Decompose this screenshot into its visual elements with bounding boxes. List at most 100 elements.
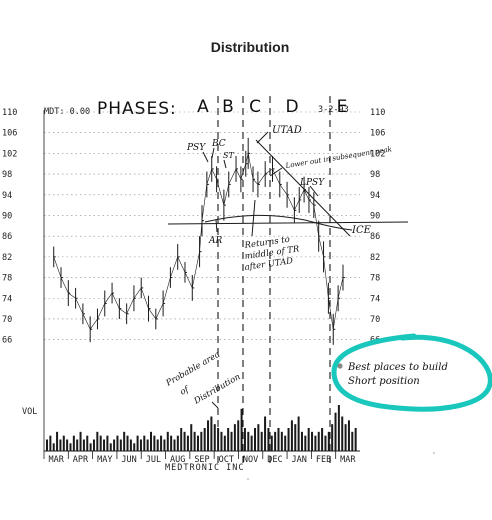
volume-bar <box>176 435 179 451</box>
price-connector <box>75 298 84 314</box>
price-connector <box>240 163 247 180</box>
price-connector <box>228 168 237 185</box>
price-connector <box>140 287 149 309</box>
volume-bar <box>207 420 210 451</box>
y-tick-label: 78 <box>370 274 380 284</box>
price-connector <box>111 292 120 309</box>
y-tick-label: 110 <box>370 108 385 118</box>
volume-bar <box>46 439 49 451</box>
bc-arrow <box>211 147 215 159</box>
scan-marks <box>247 452 435 480</box>
volume-bar <box>143 435 146 451</box>
probable-arrow <box>211 401 219 409</box>
price-connector <box>323 256 329 299</box>
probable-line: Probable area <box>164 350 222 389</box>
phase-label: E <box>337 97 348 117</box>
price-connector <box>223 184 230 206</box>
volume-bar <box>119 439 122 451</box>
returns-arrow <box>251 199 256 237</box>
price-connector <box>279 184 288 195</box>
volume-bar <box>264 416 267 451</box>
x-tick-label: DEC <box>267 455 282 465</box>
x-tick-label: APR <box>73 455 89 465</box>
volume-bar <box>351 431 354 451</box>
probable-line: of <box>179 384 193 398</box>
volume-bar <box>311 431 314 451</box>
price-connector <box>252 179 259 185</box>
y-tick-label: 94 <box>2 191 12 201</box>
volume-bar <box>166 431 169 451</box>
volume-bar <box>196 435 199 451</box>
x-tick-label: JUN <box>121 455 136 465</box>
price-connector <box>68 292 76 299</box>
x-tick-label: NOV <box>243 455 258 465</box>
volume-bar <box>267 428 270 451</box>
volume-bar <box>284 435 287 451</box>
price-connector <box>82 313 91 330</box>
price-connector <box>201 184 208 221</box>
volume-bar <box>160 435 163 451</box>
y-tick-label: 94 <box>370 191 380 201</box>
volume-bar <box>156 439 159 451</box>
y-tick-label: 70 <box>370 315 380 325</box>
price-connector <box>272 168 281 185</box>
volume-bar <box>79 431 82 451</box>
y-tick-label: 86 <box>2 232 12 242</box>
ar-arrow <box>215 219 218 233</box>
price-connector <box>298 189 305 201</box>
volume-bar <box>146 439 149 451</box>
x-tick-label: JAN <box>292 455 307 465</box>
volume-bar <box>243 428 246 451</box>
volume-bar <box>133 443 136 451</box>
volume-bar <box>106 435 109 451</box>
volume-bar <box>233 424 236 451</box>
y-tick-label: 98 <box>2 170 12 180</box>
price-connector <box>318 236 324 257</box>
lower-peak-arrow <box>269 167 283 177</box>
x-tick-label: FEB <box>316 455 331 465</box>
psy-label: PSY <box>186 143 206 153</box>
volume-bar <box>230 431 233 451</box>
lpsy-label: LPSY <box>299 178 325 188</box>
volume-bar <box>129 439 132 451</box>
volume-bar <box>52 443 55 451</box>
ice-line <box>167 221 409 225</box>
price-connector <box>286 194 295 211</box>
volume-bar <box>287 428 290 451</box>
volume-label: VOL <box>22 407 37 417</box>
psy-arrow <box>202 151 209 163</box>
volume-bar <box>327 431 330 451</box>
volume-bar <box>139 439 142 451</box>
volume-bar <box>254 428 257 451</box>
date-label: 3-2-93 <box>318 105 349 115</box>
y-tick-label: 102 <box>2 149 17 159</box>
volume-bar <box>290 420 293 451</box>
volume-bar <box>103 439 106 451</box>
volume-bar <box>99 435 102 451</box>
st-arrow <box>223 159 227 169</box>
price-connector <box>337 277 344 299</box>
y-tick-label: 90 <box>2 211 12 221</box>
range-midline <box>204 214 353 231</box>
price-connector <box>308 199 315 206</box>
volume-bar <box>136 435 139 451</box>
volume-bar <box>173 439 176 451</box>
scan-mark <box>433 452 435 454</box>
chart-title: Distribution <box>211 39 290 55</box>
lpsy-arrow <box>309 185 319 197</box>
x-tick-label: MAY <box>97 455 112 465</box>
volume-bar <box>96 431 99 451</box>
price-connector <box>97 303 106 320</box>
volume-bar <box>247 431 250 451</box>
volume-bar <box>341 416 344 451</box>
ar-label: AR <box>208 236 222 246</box>
price-connector <box>162 277 171 304</box>
y-tick-label: 74 <box>370 294 380 304</box>
price-connector <box>206 168 213 185</box>
volume-bar <box>227 428 230 451</box>
volume-bar <box>237 420 240 451</box>
price-connector <box>133 287 142 299</box>
utad-label: UTAD <box>272 125 302 136</box>
